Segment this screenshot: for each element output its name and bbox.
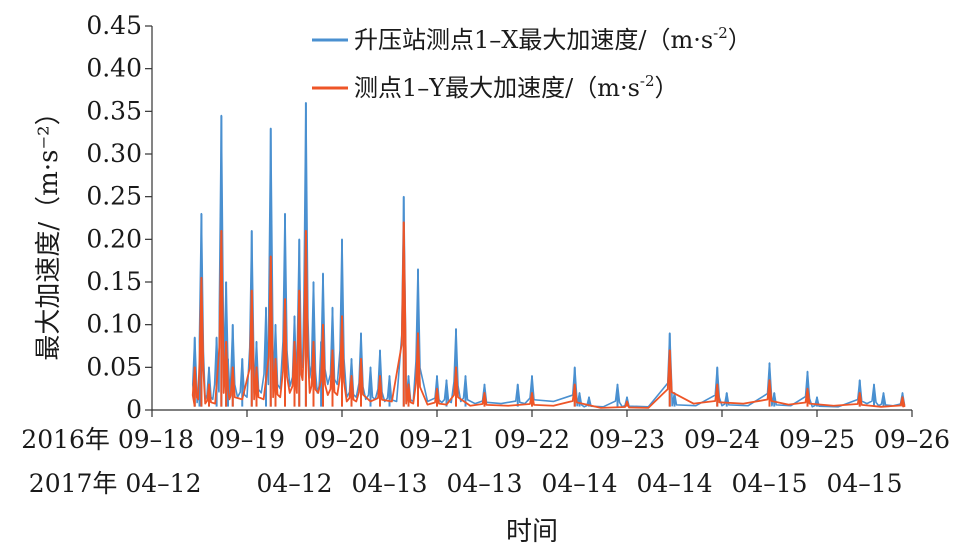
y-tick-label: 0.20 (86, 224, 142, 253)
x-tick-label-date-2017: 04–12 (256, 469, 332, 498)
legend-label-y-sup: -2 (640, 72, 655, 90)
x-tick-label-date: 09–19 (209, 425, 285, 454)
legend-label-x: 升压站测点1–X最大加速度/（m·s-2） (354, 24, 752, 54)
x-tick-label-date: 09–21 (399, 425, 475, 454)
x-tick-label-date-2017: 04–15 (731, 469, 807, 498)
legend-label-x-sup: -2 (713, 24, 728, 42)
x-tick-label-date: 09–23 (589, 425, 665, 454)
y-tick-label: 0.15 (86, 267, 142, 296)
x-tick-label-date: 09–25 (779, 425, 855, 454)
x-axis-label: 时间 (506, 517, 558, 547)
y-tick-label: 0.45 (86, 11, 142, 40)
x-tick-label-date-2017: 04–13 (446, 469, 522, 498)
series-layer (191, 102, 906, 409)
legend-label-y: 测点1–Y最大加速度/（m·s-2） (354, 72, 679, 102)
y-tick-label: 0 (126, 395, 142, 424)
legend-label-x-main: 升压站测点1–X最大加速度/（m·s (354, 26, 713, 54)
legend: 升压站测点1–X最大加速度/（m·s-2） 测点1–Y最大加速度/（m·s-2） (312, 24, 752, 102)
y-tick-label: 0.35 (86, 96, 142, 125)
x-ticks: 2016年 09–18 09–19 09–20 09–21 09–22 09–23 09–2… (21, 410, 950, 498)
y-ticks: 0 0.05 0.10 0.15 0.20 0.25 0.30 0.35 0.40 0.45 (86, 11, 152, 424)
x-tick-label-date: 09–26 (874, 425, 950, 454)
x-tick-label-date-2017: 04–14 (541, 469, 617, 498)
x-tick-label-date-2017: 2017年 04–12 (29, 469, 202, 498)
x-tick-label-date-2017: 04–14 (636, 469, 712, 498)
series-line-y (191, 221, 906, 409)
legend-label-y-main: 测点1–Y最大加速度/（m·s (354, 74, 640, 102)
series-line-x (191, 102, 906, 408)
x-tick-label-date-2017: 04–13 (351, 469, 427, 498)
y-tick-label: 0.05 (86, 352, 142, 381)
y-tick-label: 0.30 (86, 139, 142, 168)
legend-label-x-close: ） (728, 26, 752, 54)
x-tick-label-date: 2016年 09–18 (21, 425, 194, 454)
y-tick-label: 0.10 (86, 310, 142, 339)
y-tick-label: 0.25 (86, 182, 142, 211)
x-tick-label-date: 09–22 (494, 425, 570, 454)
x-tick-label-date: 09–24 (684, 425, 760, 454)
y-axis-title: 最大加速度/（m·s⁻²） (34, 99, 64, 360)
legend-label-y-close: ） (655, 74, 679, 102)
x-tick-label-date-2017: 04–15 (826, 469, 902, 498)
x-tick-label-date: 09–20 (304, 425, 380, 454)
y-tick-label: 0.40 (86, 54, 142, 83)
y-axis-label: 最大加速度/（m·s⁻²） (34, 99, 64, 360)
